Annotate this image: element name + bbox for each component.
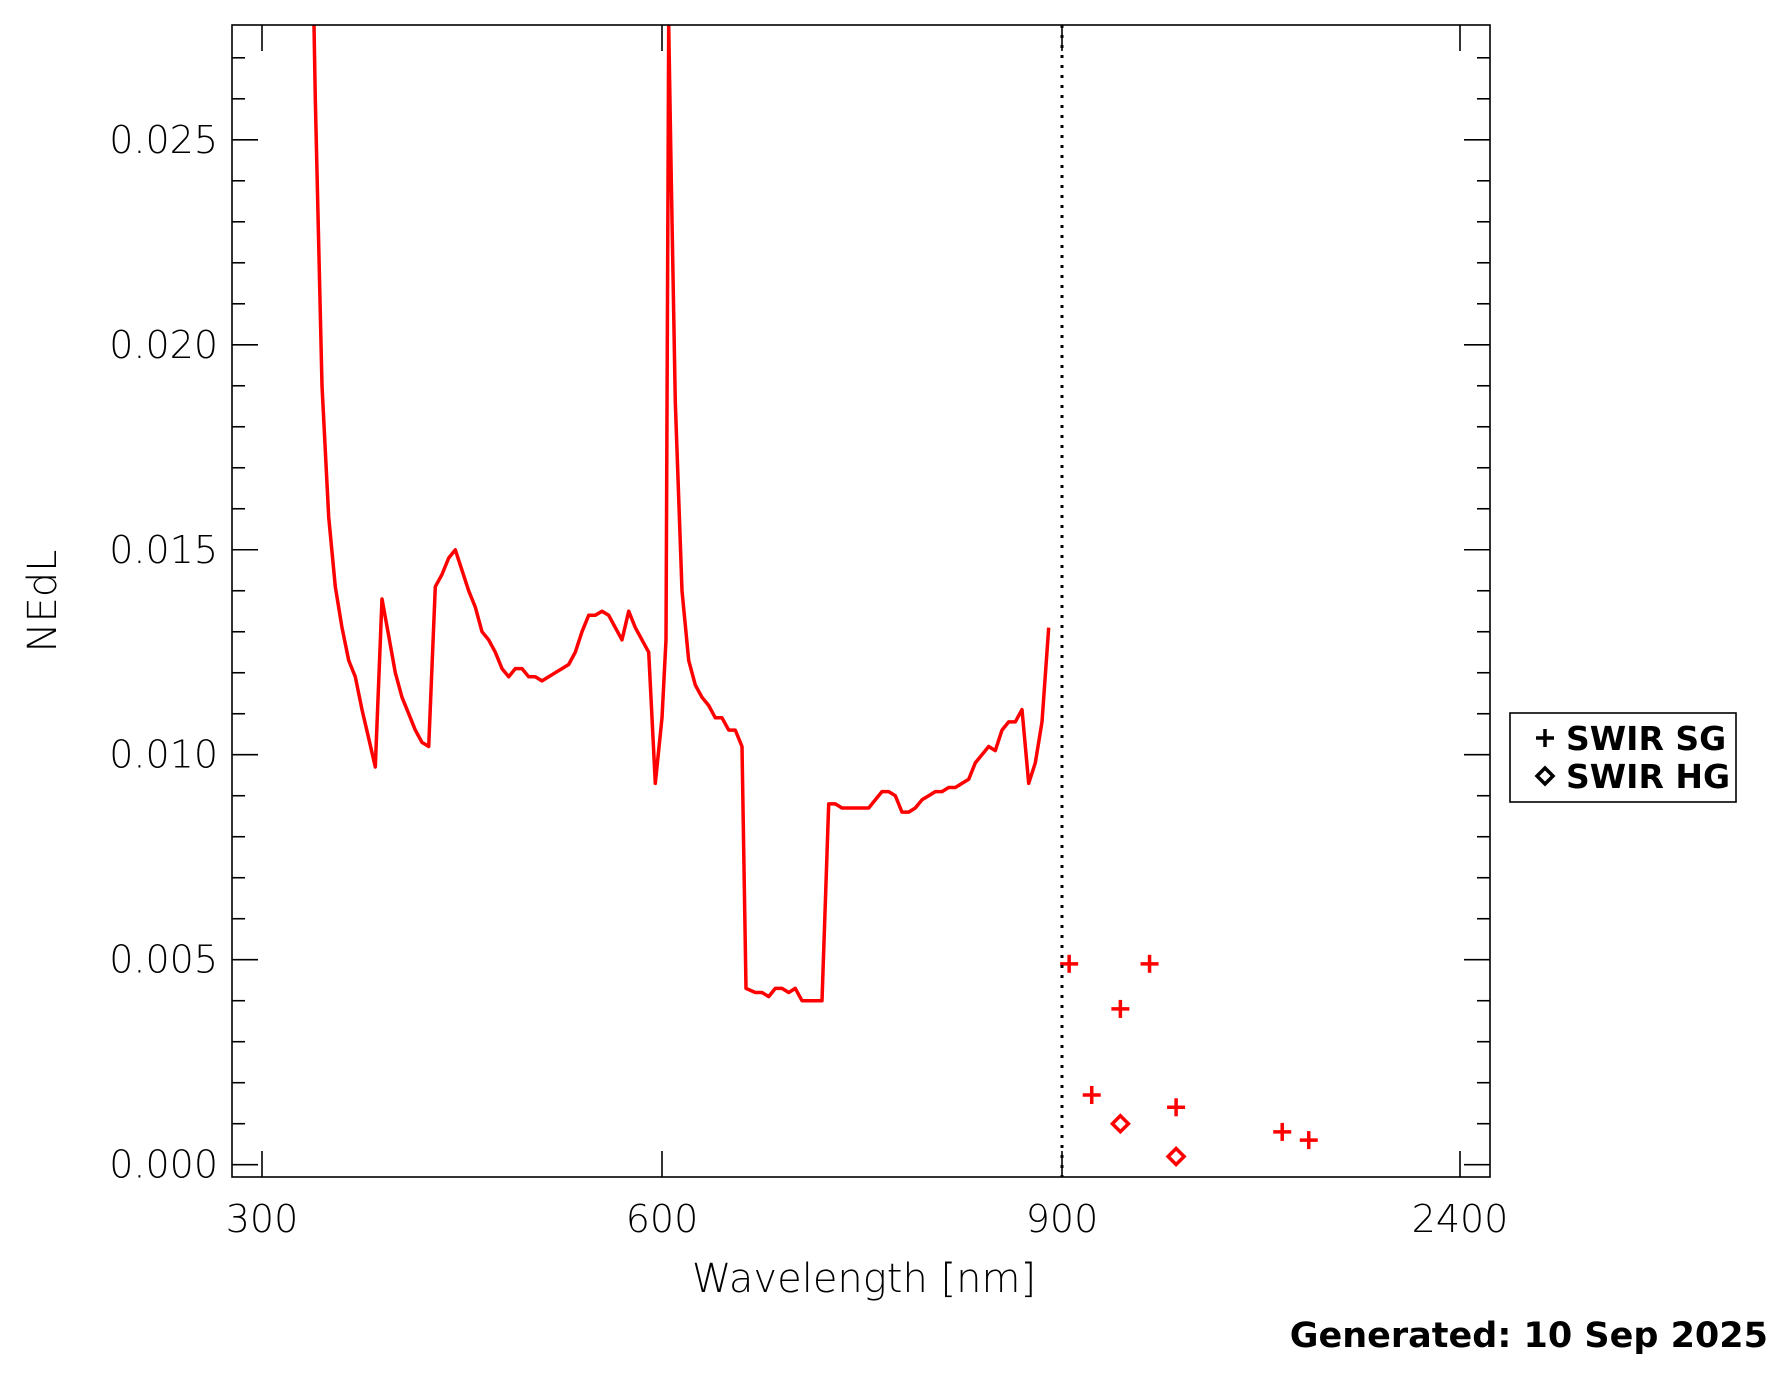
plot-frame	[231, 24, 1491, 1178]
x-tick-label: 900	[1026, 1197, 1099, 1241]
y-axis-title: NEdL	[20, 550, 66, 653]
swir-sg-point	[1167, 1098, 1186, 1117]
y-tick-label: 0.025	[109, 118, 218, 162]
axis-ticks	[232, 25, 1490, 1177]
swir-sg-point	[1140, 954, 1159, 973]
legend-label-swir-hg: SWIR HG	[1566, 757, 1730, 796]
legend-plus-mark	[1536, 729, 1554, 747]
legend: SWIR SG SWIR HG	[1509, 712, 1737, 803]
swir-sg-point	[1299, 1131, 1318, 1150]
swir-sg-point	[1273, 1122, 1292, 1141]
legend-box	[1509, 712, 1737, 803]
x-tick-label: 2400	[1412, 1197, 1509, 1241]
y-tick-label: 0.020	[109, 323, 218, 367]
legend-diamond-mark	[1534, 765, 1556, 787]
y-tick-label: 0.005	[109, 938, 218, 982]
generated-date: Generated: 10 Sep 2025	[1290, 1316, 1768, 1356]
swir-hg-point	[1109, 1113, 1131, 1135]
legend-diamond-icon	[1534, 765, 1556, 787]
vnir-nedl-line	[312, 25, 1051, 1003]
x-axis-title: Wavelength [nm]	[692, 1256, 1036, 1302]
swir-hg-point	[1165, 1146, 1187, 1167]
plot-area	[312, 25, 1318, 1167]
y-tick-label: 0.015	[109, 528, 218, 572]
x-tick-label: 300	[226, 1197, 299, 1241]
legend-label-swir-sg: SWIR SG	[1566, 719, 1726, 758]
swir-sg-point	[1060, 954, 1079, 973]
swir-sg-point	[1111, 999, 1130, 1018]
legend-plus-icon	[1536, 729, 1554, 747]
y-tick-label: 0.000	[109, 1143, 218, 1187]
x-tick-label: 600	[626, 1197, 699, 1241]
y-tick-label: 0.010	[109, 733, 218, 777]
tick-labels: 0.000 0.005 0.010 0.015 0.020 0.025 300 600 900 2…	[109, 118, 1508, 1241]
swir-sg-point	[1082, 1086, 1101, 1105]
